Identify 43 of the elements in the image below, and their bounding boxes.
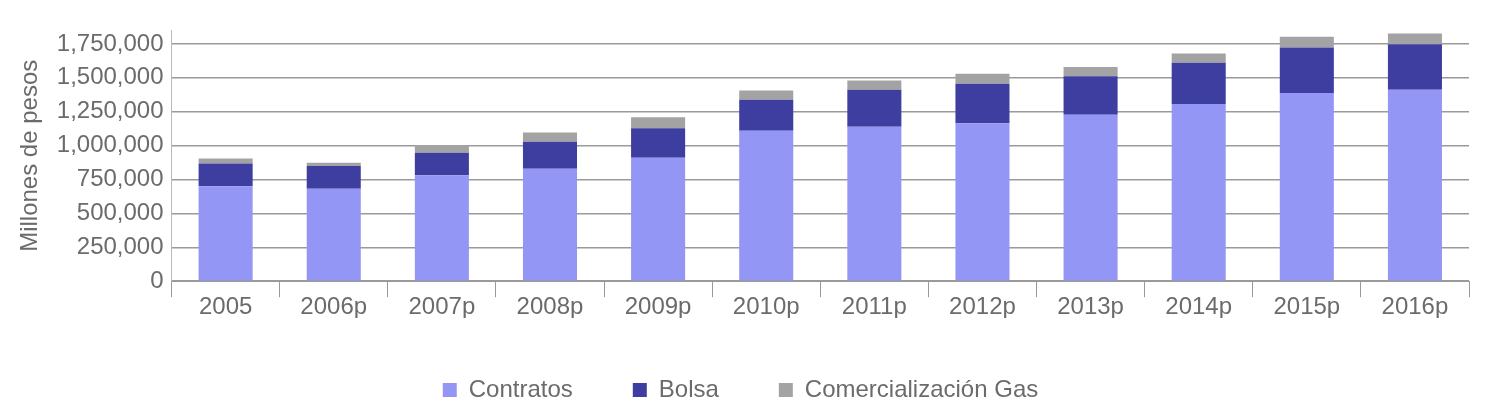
bar [955,83,1010,124]
bar [1387,89,1442,281]
bar [1063,67,1118,77]
bar [631,128,686,158]
bar [414,152,469,176]
bar [1279,47,1334,94]
bar [739,130,794,281]
bar [631,117,686,129]
bar [847,89,902,127]
y-tick-label: 1,750,000 [56,28,164,56]
bar [1063,76,1118,115]
y-axis-title: Millones de pesos [15,59,43,252]
bar [1171,53,1226,63]
bar [739,99,794,131]
bar [198,163,253,187]
bar [522,132,578,142]
bar [631,157,686,281]
y-tick-label: 1,500,000 [56,62,164,90]
y-tick-label: 1,000,000 [56,130,164,158]
bar [739,90,794,100]
bar [1171,62,1226,104]
bar [522,168,578,281]
bar [522,141,578,169]
y-tick-label: 500,000 [76,198,164,226]
bar [1063,114,1118,281]
x-tick-label: 2005 [198,292,253,320]
bar [847,126,902,281]
bar [955,123,1010,281]
bar [306,166,361,189]
bar [414,175,469,281]
y-tick-label: 1,250,000 [56,96,164,124]
y-tick-label: 0 [150,265,164,293]
bar [1279,93,1334,281]
bar [1387,44,1442,90]
legend-label: Bolsa [658,374,720,402]
bar [198,158,253,164]
y-tick-label: 750,000 [76,164,164,192]
bar [1171,103,1226,281]
y-tick-label: 250,000 [76,231,164,259]
bar [306,188,361,281]
legend-label: Contratos [468,374,573,402]
bar [198,186,253,281]
legend-label: Comercialización Gas [804,374,1039,402]
